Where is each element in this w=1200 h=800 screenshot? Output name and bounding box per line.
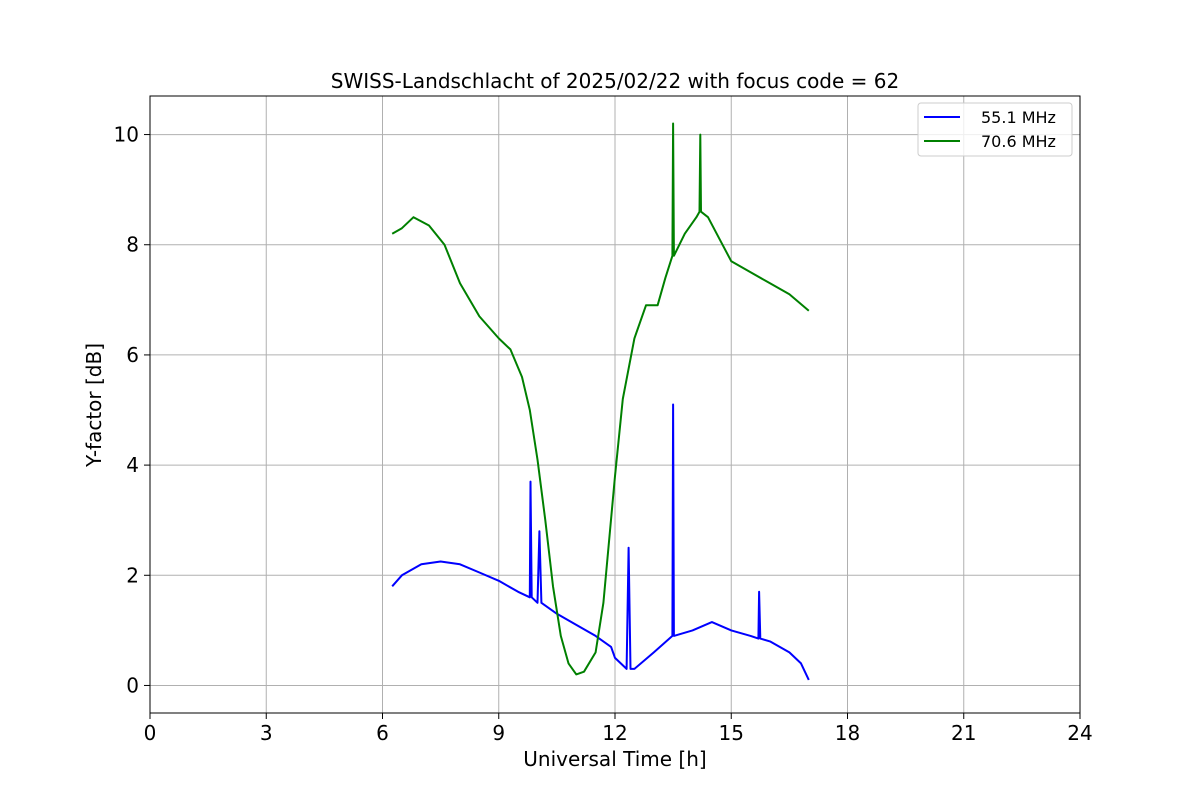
- series-line-1: [391, 122, 810, 676]
- y-axis-label: Y-factor [dB]: [82, 343, 106, 468]
- series-layer: [391, 122, 810, 681]
- x-tick-label: 24: [1067, 721, 1092, 745]
- x-tick-label: 3: [260, 721, 273, 745]
- x-tick-label: 9: [492, 721, 505, 745]
- y-tick-label: 6: [126, 343, 139, 367]
- grid-layer: [149, 96, 1081, 713]
- y-tick-layer: 0 2 4 6 8 10: [114, 123, 150, 697]
- series-line-0: [391, 403, 810, 681]
- x-tick-label: 6: [376, 721, 389, 745]
- y-tick-label: 2: [126, 563, 139, 587]
- x-tick-label: 0: [144, 721, 157, 745]
- y-tick-label: 0: [126, 673, 139, 697]
- legend-label-55-1: 55.1 MHz: [981, 108, 1056, 127]
- x-tick-label: 21: [951, 721, 976, 745]
- x-tick-label: 18: [835, 721, 860, 745]
- y-tick-label: 4: [126, 453, 139, 477]
- legend-label-70-6: 70.6 MHz: [981, 132, 1056, 151]
- y-tick-label: 8: [126, 233, 139, 257]
- x-tick-label: 12: [602, 721, 627, 745]
- y-tick-label: 10: [114, 123, 139, 147]
- x-axis-label: Universal Time [h]: [523, 747, 706, 771]
- x-tick-label: 15: [719, 721, 744, 745]
- legend: 55.1 MHz 70.6 MHz: [917, 102, 1073, 157]
- x-tick-layer: 0 3 6 9 12 15 18 21 24: [144, 713, 1093, 745]
- chart-title: SWISS-Landschlacht of 2025/02/22 with fo…: [331, 69, 899, 93]
